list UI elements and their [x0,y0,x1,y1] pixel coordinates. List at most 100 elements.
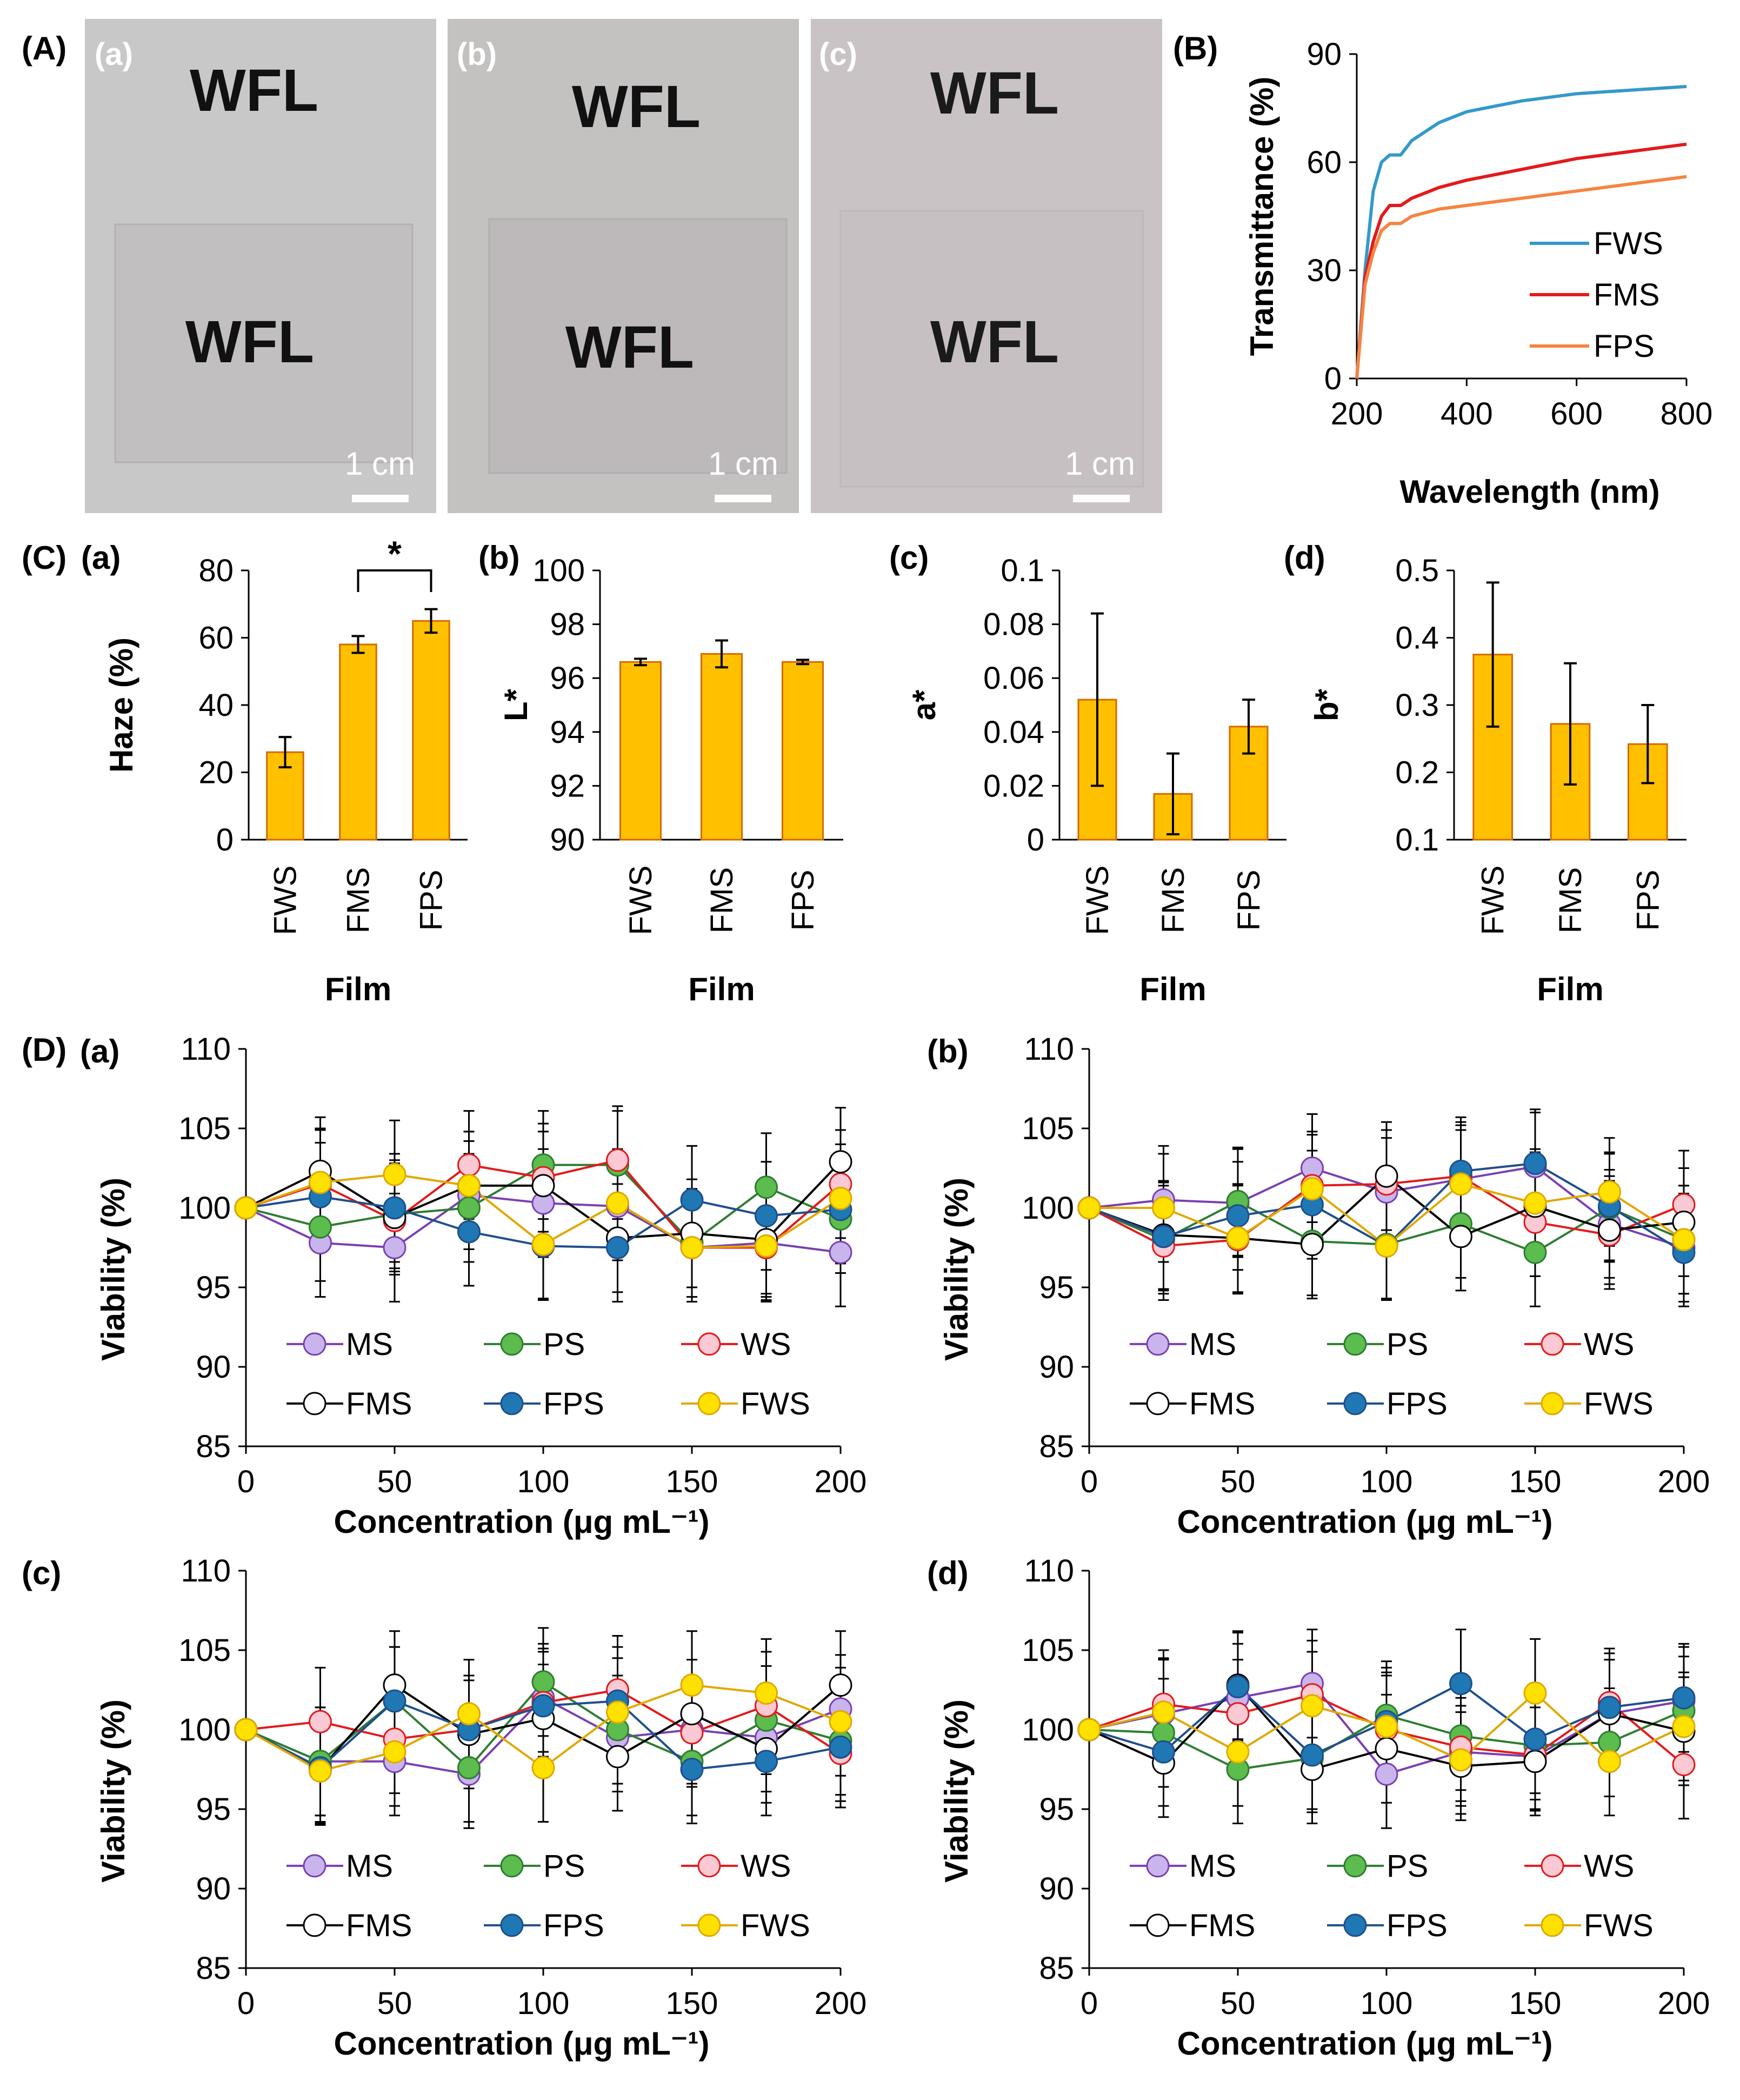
y-axis-title: Viability (%) [95,1699,131,1883]
data-point-fps [755,1204,778,1228]
category-label-fps: FPS [1231,870,1266,931]
data-point-fps [1301,1743,1324,1767]
y-axis-title: Viability (%) [938,1699,975,1883]
chart-viability-d: (d) 85 90 95 100 105 110 0 50 100 150 200 Concentrat… [927,1553,1710,2062]
x-tick-label: 50 [377,1986,412,2021]
data-point-fms [1375,1164,1398,1188]
x-tick-label: 400 [1441,396,1493,431]
x-axis-title: Concentration (μg mL⁻¹) [1177,1504,1553,1540]
x-tick-label: 100 [1361,1464,1413,1499]
data-point-ws [309,1710,332,1733]
data-point-fms [1449,1225,1472,1248]
data-point-fps [531,1694,555,1718]
x-tick-label: 150 [666,1464,718,1499]
y-tick-label: 85 [1039,1429,1074,1464]
legend-marker-fws [697,1913,721,1937]
y-tick-label: 100 [178,1712,231,1747]
data-point-fws [1226,1740,1250,1764]
data-point-fws [1301,1177,1324,1201]
data-point-fws [1449,1172,1472,1196]
data-point-ws [1672,1753,1696,1777]
y-axis-title: Haze (%) [103,637,139,773]
y-tick-label: 20 [198,755,234,790]
category-label-fws: FWS [623,866,658,935]
bar-fws [619,661,662,841]
photo-a-scale-label: 1 cm [345,446,415,482]
y-tick-label: 95 [1039,1792,1074,1827]
legend-marker-ms [303,1854,326,1878]
data-point-fws [1375,1234,1398,1258]
data-point-fws [383,1740,406,1764]
x-tick-label: 50 [1221,1986,1256,2021]
data-point-ws [457,1153,481,1177]
data-point-fws [829,1186,852,1210]
legend-label-fws: FWS [741,1908,810,1943]
category-label-fps: FPS [1630,870,1665,931]
chart-haze: (a) 0 20 40 60 80 FWS FMS FPS Film Haze (%) * [81,534,468,1007]
legend-marker-ms [1146,1332,1170,1356]
legend-label-fws: FWS [1584,1386,1654,1421]
bar-fms [339,643,377,841]
data-point-ps [1523,1240,1547,1264]
data-point-fms [1523,1750,1547,1773]
data-point-fws [1152,1196,1175,1220]
y-axis-title: b* [1309,688,1345,721]
data-point-fps [1226,1675,1250,1699]
data-point-fws [1523,1191,1547,1215]
y-tick-label: 0 [1027,822,1044,858]
y-tick-label: 100 [1022,1712,1074,1747]
legend-marker-ws [697,1332,721,1356]
data-point-fws [234,1718,258,1742]
legend-label-fws: FWS [741,1386,810,1421]
y-tick-label: 0.4 [1395,621,1439,656]
x-axis-title: Wavelength (nm) [1399,474,1659,510]
data-point-fws [829,1710,852,1733]
data-point-fws [1598,1180,1621,1204]
y-tick-label: 110 [1024,1032,1074,1067]
x-tick-label: 600 [1550,396,1603,431]
y-tick-label: 110 [181,1553,231,1589]
photo-a-label: (a) [95,37,133,72]
data-point-fws [457,1702,481,1726]
y-tick-label: 95 [196,1792,231,1827]
x-axis-title: Film [688,971,755,1007]
legend-label-fms: FMS [1189,1908,1255,1943]
photo-c-scale-label: 1 cm [1065,446,1135,482]
data-point-fms [829,1673,852,1697]
x-tick-label: 100 [1361,1986,1413,2021]
legend-marker-fms [303,1913,326,1937]
category-label-fms: FMS [704,867,739,933]
y-axis-title: Viability (%) [95,1178,131,1361]
data-point-fms [531,1174,555,1198]
chart-viability-c: (c) 85 90 95 100 105 110 0 50 100 150 200 Concentrat… [22,1553,866,2062]
y-tick-label: 0.1 [1001,553,1044,588]
legend-label-fms: FMS [1594,277,1659,313]
legend-marker-fps [1343,1913,1367,1937]
photo-c-film [839,210,1144,488]
legend-label-fws: FWS [1594,226,1663,261]
x-tick-label: 100 [517,1464,570,1499]
legend-marker-ws [697,1854,721,1878]
chart-lightness: (b) 90 92 94 96 98 100 FWS FMS FPS Film L* [478,540,843,1007]
x-axis-title: Film [1139,971,1206,1007]
y-tick-label: 0.2 [1395,755,1439,790]
series-line-fws [1355,85,1687,379]
x-tick-label: 50 [1221,1464,1256,1499]
legend-marker-fws [1541,1913,1564,1937]
data-point-fps [1523,1727,1547,1751]
x-tick-label: 800 [1661,396,1713,431]
category-label-fws: FWS [1080,866,1115,935]
legend-label-ws: WS [1584,1327,1634,1362]
data-point-fps [457,1220,481,1244]
data-point-fws [1226,1226,1250,1250]
legend-marker-fws [697,1392,721,1415]
x-tick-label: 150 [666,1986,718,2021]
panel-c-label: (C) [22,540,66,576]
y-tick-label: 0.5 [1395,553,1439,588]
chart-a-star: (c) 0 0.02 0.04 0.06 0.08 0.1 FWS FMS FPS Film a* [889,540,1286,1007]
y-axis-title: L* [498,688,534,721]
category-label-fps: FPS [414,870,449,931]
data-point-fws [234,1196,258,1220]
y-tick-label: 60 [1306,145,1342,180]
photo-c-label: (c) [819,37,857,72]
